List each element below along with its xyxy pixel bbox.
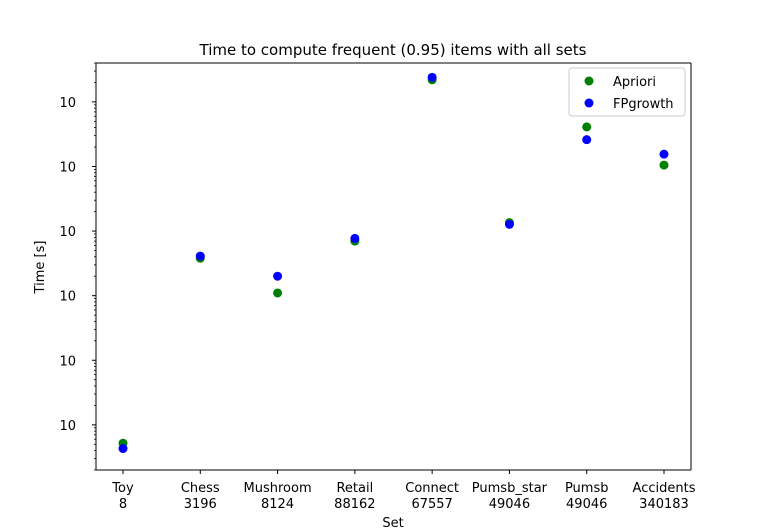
legend-marker-fpgrowth: [584, 98, 594, 108]
plot-frame: [95, 62, 692, 471]
x-tick-label-name: Accidents: [633, 481, 696, 496]
point-apriori: [582, 122, 592, 132]
point-fpgrowth: [659, 149, 669, 159]
chart-title: Time to compute frequent (0.95) items wi…: [199, 41, 587, 59]
x-tick-label-size: 88162: [334, 497, 375, 512]
y-tick-label: 10: [59, 354, 76, 369]
x-axis-label: Set: [382, 516, 403, 529]
y-axis-ticks: 10−310−210−1100101102: [59, 62, 96, 471]
x-tick-label-name: Toy: [111, 481, 134, 496]
x-tick-label-size: 340183: [639, 497, 689, 512]
data-points: [118, 72, 669, 454]
legend-box: [568, 67, 686, 117]
legend-label-apriori: Apriori: [613, 75, 656, 90]
point-fpgrowth: [195, 251, 205, 261]
x-tick-label-size: 49046: [566, 497, 607, 512]
point-fpgrowth: [273, 271, 283, 281]
x-tick-label-name: Mushroom: [244, 481, 312, 496]
x-tick-label-name: Retail: [336, 481, 373, 496]
point-apriori: [659, 160, 669, 170]
y-tick-label: 10: [59, 419, 76, 434]
x-tick-label-name: Pumsb: [565, 481, 609, 496]
point-fpgrowth: [427, 72, 437, 82]
y-tick-label: 10: [59, 96, 76, 111]
point-fpgrowth: [350, 233, 360, 243]
x-tick-label-name: Connect: [405, 481, 459, 496]
point-fpgrowth: [118, 444, 128, 454]
y-tick-label: 10: [59, 225, 76, 240]
x-tick-label-name: Chess: [181, 481, 220, 496]
x-tick-label-size: 49046: [489, 497, 530, 512]
legend: Apriori FPgrowth: [568, 67, 686, 117]
point-fpgrowth: [504, 219, 514, 229]
point-apriori: [273, 288, 283, 298]
y-tick-label: 10: [59, 290, 76, 305]
x-tick-label-size: 8124: [261, 497, 294, 512]
x-tick-label-name: Pumsb_star: [472, 481, 548, 496]
point-fpgrowth: [582, 135, 592, 145]
legend-marker-apriori: [584, 76, 594, 86]
legend-label-fpgrowth: FPgrowth: [613, 97, 674, 112]
y-axis-label: Time [s]: [33, 241, 48, 295]
x-tick-label-size: 3196: [184, 497, 217, 512]
x-tick-label-size: 67557: [411, 497, 452, 512]
x-tick-label-size: 8: [119, 497, 127, 512]
y-tick-label: 10: [59, 160, 76, 175]
